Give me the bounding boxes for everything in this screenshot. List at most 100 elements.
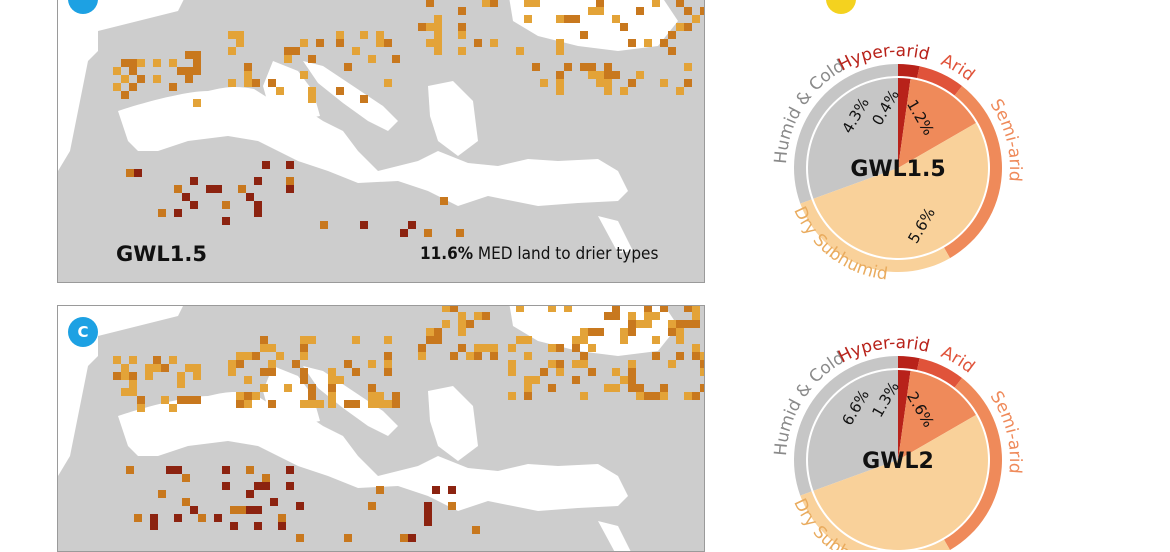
map-cell [572, 344, 580, 352]
map-cell [222, 201, 230, 209]
map-cell [466, 320, 474, 328]
map-cell [434, 31, 442, 39]
map-cell [308, 95, 316, 103]
panel-badge-c: C [68, 317, 98, 347]
map-cell [548, 360, 556, 368]
map-cell [604, 384, 612, 392]
map-cell [368, 55, 376, 63]
map-cell [161, 396, 169, 404]
slice-hyper-arid [898, 78, 911, 168]
map-cell [376, 31, 384, 39]
map-cell [214, 514, 222, 522]
map-cell [193, 99, 201, 107]
map-cell [182, 498, 190, 506]
map-cell [284, 47, 292, 55]
map-cell [352, 400, 360, 408]
map-cell [564, 15, 572, 23]
map-cell [644, 320, 652, 328]
map-cell [336, 31, 344, 39]
map-cell [262, 482, 270, 490]
map-cell [278, 522, 286, 530]
map-cell [300, 344, 308, 352]
outer-segment-arid [917, 358, 963, 388]
map-cell [254, 209, 262, 217]
map-cell [612, 15, 620, 23]
sea-shape [98, 0, 184, 31]
outer-segment-semi-arid [944, 378, 1002, 550]
map-cell [352, 47, 360, 55]
map-cell [456, 229, 464, 237]
map-cell [384, 368, 392, 376]
map-cell [320, 221, 328, 229]
map-cell [556, 344, 564, 352]
outer-segment-humid-cold [794, 64, 898, 204]
map-cell [596, 7, 604, 15]
map-cell [276, 87, 284, 95]
map-cell [620, 336, 628, 344]
map-cell [532, 0, 540, 7]
map-cell [692, 352, 700, 360]
map-cell [113, 83, 121, 91]
map-cell [442, 320, 450, 328]
map-cell [352, 368, 360, 376]
map-cell [129, 59, 137, 67]
map-cell [121, 388, 129, 396]
map-cell [516, 47, 524, 55]
map-cell [668, 328, 676, 336]
map-cell [392, 400, 400, 408]
map-cell [222, 482, 230, 490]
map-cell [524, 352, 532, 360]
map-cell [384, 79, 392, 87]
map-cell [246, 466, 254, 474]
map-cell [474, 312, 482, 320]
map-cell [270, 498, 278, 506]
map-cell [644, 312, 652, 320]
map-cell [336, 87, 344, 95]
map-cell [174, 514, 182, 522]
map-cell [252, 79, 260, 87]
map-cell [408, 221, 416, 229]
map-cell [228, 79, 236, 87]
map-cell [596, 328, 604, 336]
map-cell [230, 506, 238, 514]
map-cell [490, 39, 498, 47]
map-cell [668, 31, 676, 39]
map-cell [230, 522, 238, 530]
map-cell [244, 392, 252, 400]
map-cell [612, 306, 620, 312]
map-cell [246, 193, 254, 201]
map-cell [516, 306, 524, 312]
map-cell [126, 466, 134, 474]
map-cell [244, 376, 252, 384]
map-cell [474, 39, 482, 47]
map-cell [308, 87, 316, 95]
outer-segment-semi-arid [944, 86, 1002, 259]
map-cell [236, 352, 244, 360]
map-cell [474, 352, 482, 360]
map-cell [246, 490, 254, 498]
map-cell [692, 320, 700, 328]
map-cell [580, 336, 588, 344]
map-stat-value: 11.6% [420, 244, 474, 264]
map-cell [296, 502, 304, 510]
map-cell [700, 7, 704, 15]
map-cell [508, 392, 516, 400]
map-cell [129, 83, 137, 91]
map-cell [360, 95, 368, 103]
map-cell [652, 0, 660, 7]
map-cell [676, 320, 684, 328]
map-cell [482, 0, 490, 7]
map-panel-gwl2 [57, 305, 705, 552]
outer-segment-dry-subhumid [800, 199, 950, 272]
sea-shape [118, 86, 628, 206]
map-cell [434, 39, 442, 47]
map-cell [660, 39, 668, 47]
map-cell [676, 328, 684, 336]
sea-layer [58, 0, 678, 253]
map-cell [193, 51, 201, 59]
map-cell [400, 229, 408, 237]
map-cell [644, 39, 652, 47]
map-cell [236, 360, 244, 368]
sea-shape [58, 306, 98, 476]
map-cell [244, 63, 252, 71]
